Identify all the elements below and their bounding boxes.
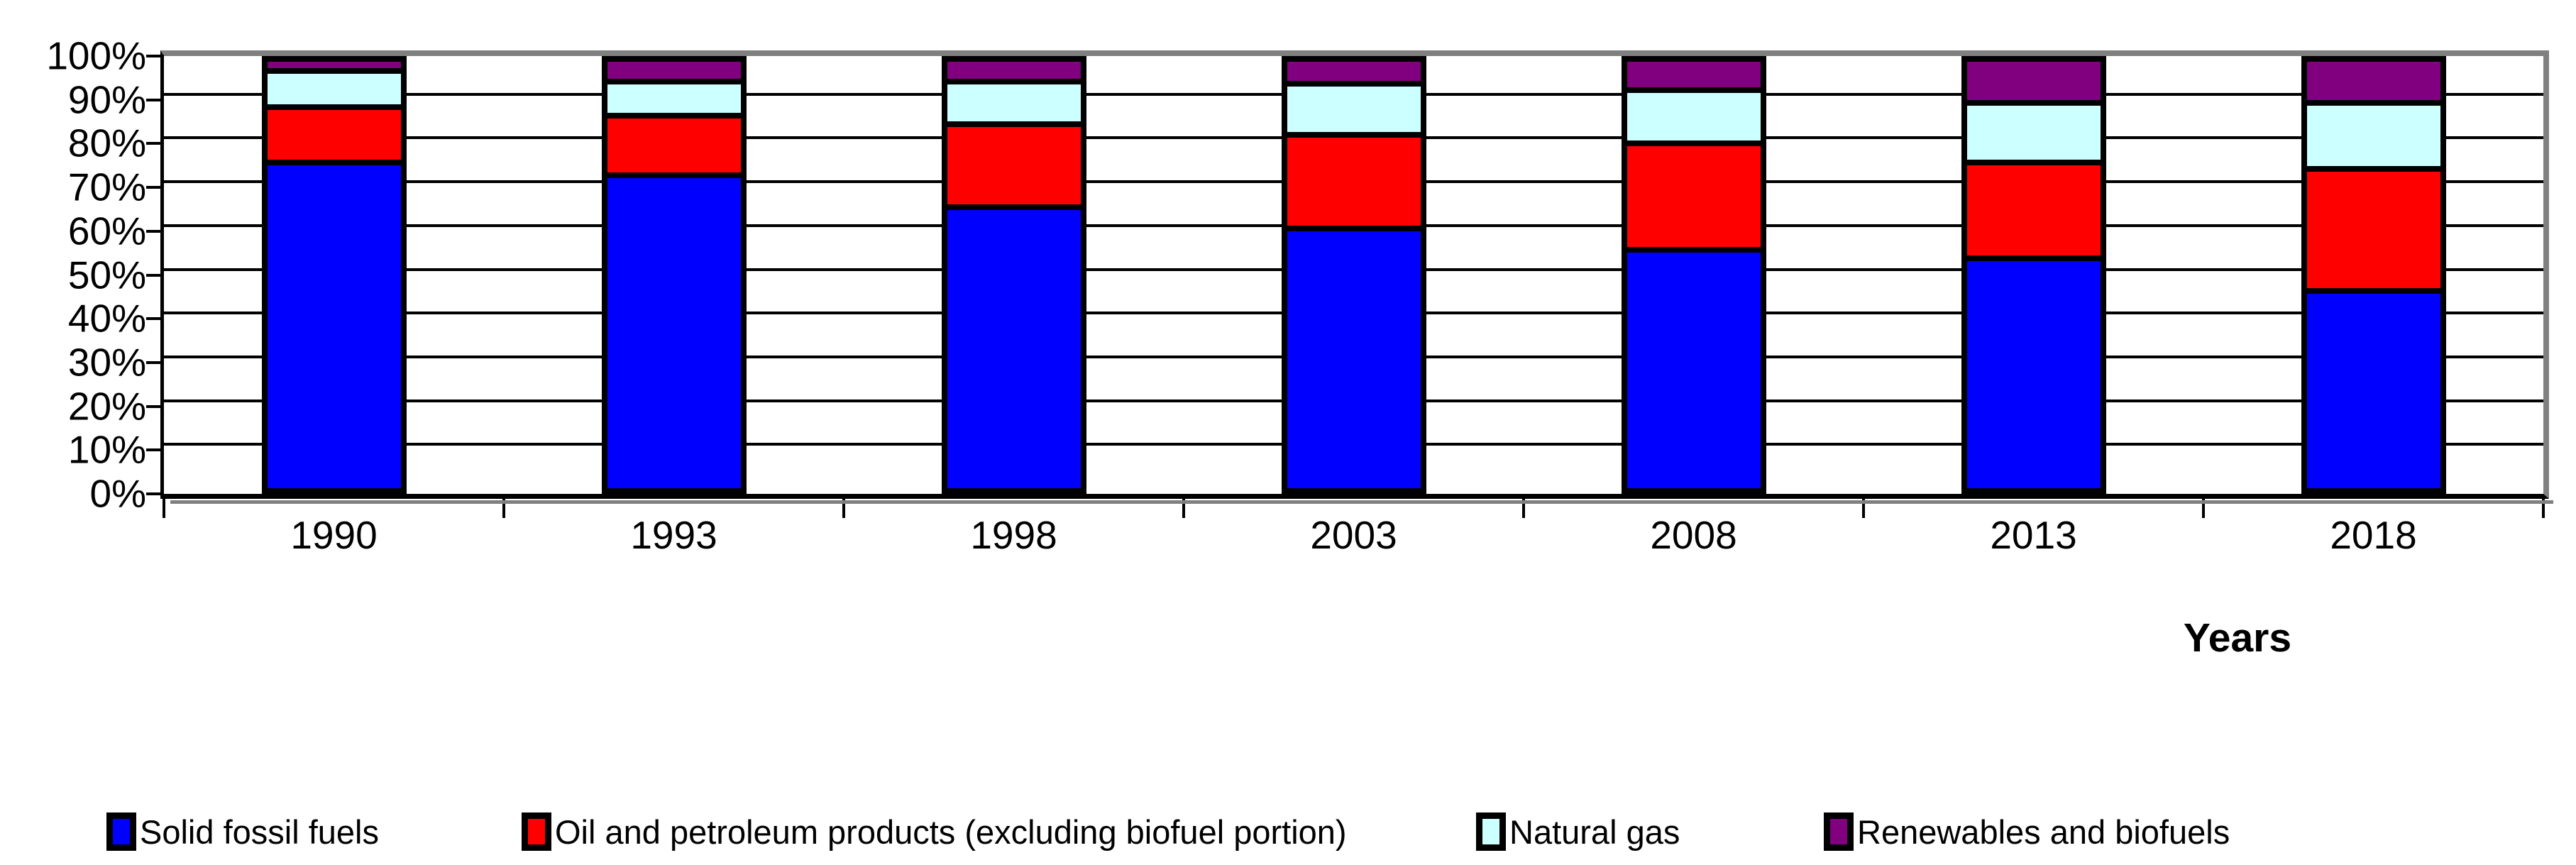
legend-item-1: Solid fossil fuels bbox=[106, 809, 379, 854]
legend-label: Renewables and biofuels bbox=[1857, 812, 2230, 851]
legend-color-swatch-icon bbox=[106, 812, 136, 851]
segment-solid-fossil-fuels bbox=[607, 172, 741, 488]
legend-item-2: Oil and petroleum products (excluding bi… bbox=[522, 809, 1347, 854]
segment-solid-fossil-fuels bbox=[267, 160, 401, 488]
bar-2018 bbox=[2301, 56, 2446, 494]
y-tick-mark bbox=[146, 404, 164, 408]
segment-natural-gas bbox=[1287, 81, 1421, 133]
segment-natural-gas bbox=[2306, 100, 2440, 167]
y-tick-label: 40% bbox=[67, 296, 146, 341]
segment-renewables-and-biofuels bbox=[607, 62, 741, 79]
segment-oil-and-petroleum-products-excluding-biofuel-portion bbox=[267, 104, 401, 160]
legend-item-3: Natural gas bbox=[1476, 809, 1680, 854]
y-tick-label: 50% bbox=[67, 253, 146, 297]
x-tick-mark bbox=[502, 499, 505, 518]
segment-oil-and-petroleum-products-excluding-biofuel-portion bbox=[1287, 132, 1421, 226]
segment-oil-and-petroleum-products-excluding-biofuel-portion bbox=[2306, 166, 2440, 288]
segment-oil-and-petroleum-products-excluding-biofuel-portion bbox=[607, 113, 741, 173]
y-tick-mark bbox=[146, 317, 164, 321]
axis-shadow-line bbox=[170, 500, 2553, 504]
segment-natural-gas bbox=[267, 68, 401, 105]
segment-natural-gas bbox=[947, 79, 1081, 122]
y-tick-mark bbox=[146, 229, 164, 233]
x-tick-mark bbox=[1522, 499, 1525, 518]
bar-2003 bbox=[1281, 56, 1426, 494]
segment-oil-and-petroleum-products-excluding-biofuel-portion bbox=[947, 121, 1081, 205]
bar-2008 bbox=[1621, 56, 1766, 494]
segment-renewables-and-biofuels bbox=[1966, 62, 2101, 101]
y-tick-label: 70% bbox=[67, 165, 146, 209]
x-tick-mark bbox=[163, 499, 165, 518]
y-tick-label: 10% bbox=[67, 427, 146, 472]
segment-renewables-and-biofuels bbox=[1287, 62, 1421, 82]
segment-natural-gas bbox=[607, 79, 741, 114]
bar-2013 bbox=[1961, 56, 2106, 494]
segment-oil-and-petroleum-products-excluding-biofuel-portion bbox=[1966, 160, 2101, 256]
segment-solid-fossil-fuels bbox=[1287, 226, 1421, 488]
y-tick-mark bbox=[146, 186, 164, 189]
y-tick-mark bbox=[146, 98, 164, 101]
bar-1990 bbox=[261, 56, 407, 494]
y-tick-mark bbox=[146, 273, 164, 277]
y-tick-label: 30% bbox=[67, 340, 146, 385]
x-category-label-2003: 2003 bbox=[1310, 513, 1397, 557]
segment-renewables-and-biofuels bbox=[267, 62, 401, 68]
x-tick-mark bbox=[1182, 499, 1185, 518]
legend-color-swatch-icon bbox=[1476, 812, 1506, 851]
segment-renewables-and-biofuels bbox=[1626, 62, 1761, 88]
x-tick-mark bbox=[1862, 499, 1865, 518]
legend-color-swatch-icon bbox=[522, 812, 551, 851]
legend-label: Solid fossil fuels bbox=[140, 812, 379, 851]
legend-item-4: Renewables and biofuels bbox=[1824, 809, 2230, 854]
segment-natural-gas bbox=[1966, 100, 2101, 160]
x-tick-mark bbox=[842, 499, 845, 518]
y-tick-label: 20% bbox=[67, 384, 146, 429]
segment-renewables-and-biofuels bbox=[947, 62, 1081, 79]
segment-natural-gas bbox=[1626, 87, 1761, 141]
y-tick-mark bbox=[146, 448, 164, 452]
bar-1998 bbox=[941, 56, 1086, 494]
legend-label: Oil and petroleum products (excluding bi… bbox=[555, 812, 1347, 851]
x-category-label-1990: 1990 bbox=[290, 513, 378, 557]
y-tick-mark bbox=[146, 55, 164, 57]
legend-color-swatch-icon bbox=[1824, 812, 1854, 851]
y-tick-label: 60% bbox=[67, 209, 146, 253]
x-category-label-1993: 1993 bbox=[630, 513, 717, 557]
segment-solid-fossil-fuels bbox=[1966, 255, 2101, 488]
x-category-label-2018: 2018 bbox=[2330, 513, 2417, 557]
x-category-label-2008: 2008 bbox=[1650, 513, 1737, 557]
y-tick-mark bbox=[146, 360, 164, 364]
segment-renewables-and-biofuels bbox=[2306, 62, 2440, 101]
x-category-label-2013: 2013 bbox=[1990, 513, 2077, 557]
x-axis-title: Years bbox=[2183, 615, 2292, 661]
segment-solid-fossil-fuels bbox=[1626, 247, 1761, 488]
segment-solid-fossil-fuels bbox=[947, 204, 1081, 488]
y-tick-label: 0% bbox=[89, 471, 147, 516]
y-tick-mark bbox=[146, 142, 164, 145]
x-category-label-1998: 1998 bbox=[970, 513, 1057, 557]
y-tick-label: 100% bbox=[46, 33, 146, 78]
legend-label: Natural gas bbox=[1509, 812, 1680, 851]
x-tick-mark bbox=[2202, 499, 2205, 518]
y-tick-label: 90% bbox=[67, 77, 146, 122]
y-tick-mark bbox=[146, 492, 164, 495]
bar-1993 bbox=[601, 56, 747, 494]
y-tick-label: 80% bbox=[67, 121, 146, 165]
segment-oil-and-petroleum-products-excluding-biofuel-portion bbox=[1626, 141, 1761, 248]
x-tick-mark bbox=[2542, 499, 2545, 518]
segment-solid-fossil-fuels bbox=[2306, 287, 2440, 488]
